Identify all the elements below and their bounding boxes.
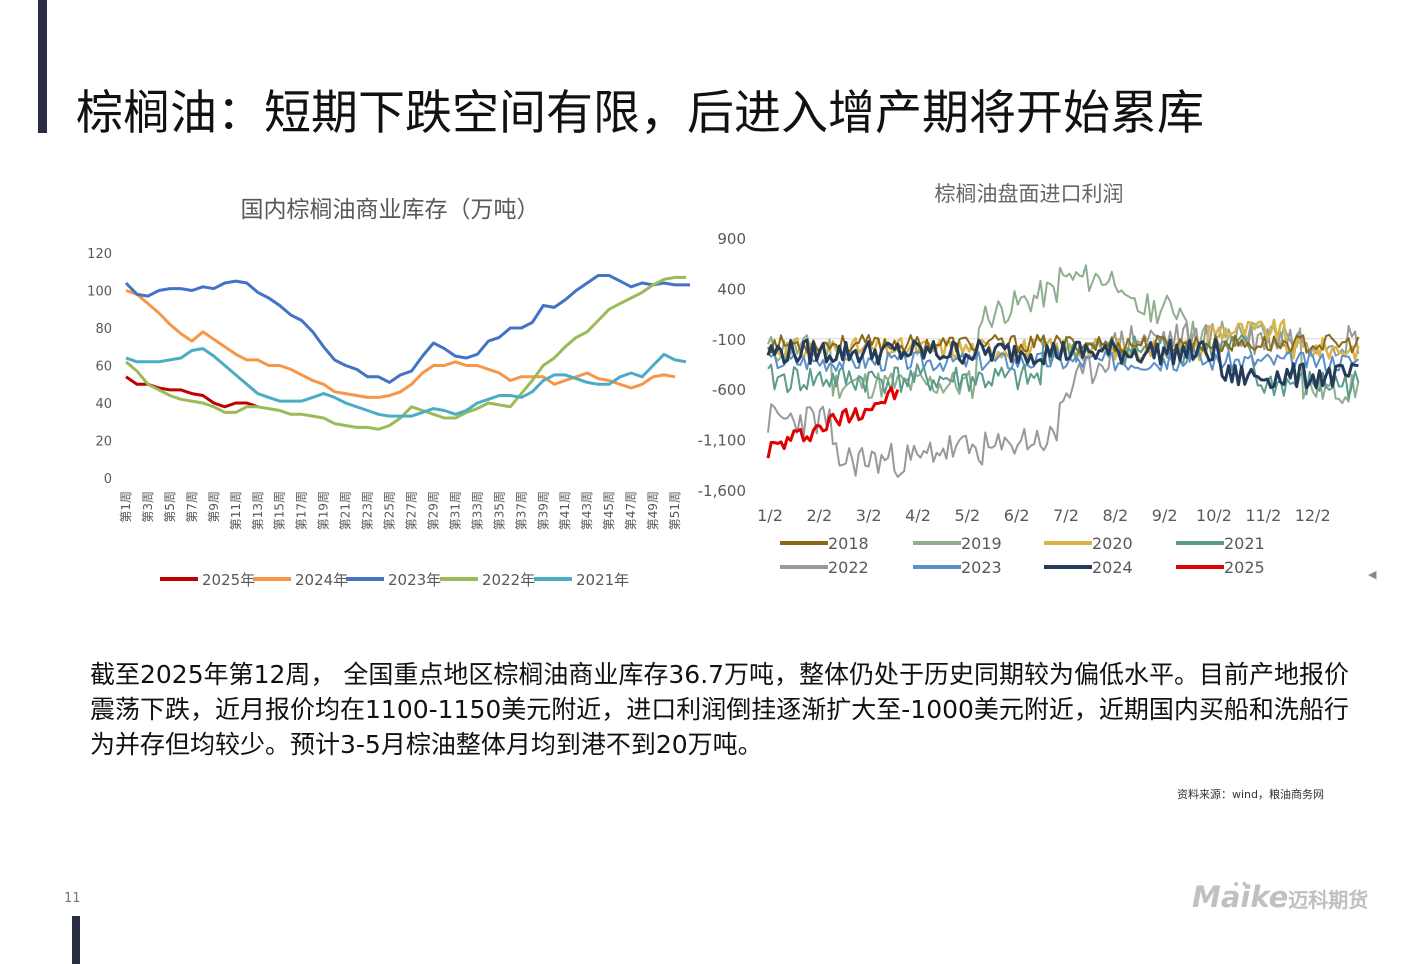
chart1-xtick-label: 第5周 <box>163 491 177 523</box>
footer-accent-bar <box>72 916 80 964</box>
chart1-xtick-label: 第19周 <box>317 491 331 530</box>
chart1-xtick-label: 第11周 <box>229 491 243 530</box>
chart1-xtick-label: 第21周 <box>339 491 353 530</box>
chart1-xtick-label: 第33周 <box>470 491 484 530</box>
chart1-ytick-label: 40 <box>95 397 112 412</box>
chart1-xtick-label: 第7周 <box>185 491 199 523</box>
chart1-ytick-label: 120 <box>87 247 112 262</box>
chart2-xtick-label: 8/2 <box>1102 506 1128 525</box>
chart1-legend-label: 2025年 <box>202 571 255 589</box>
chart1-series-line-2021年 <box>125 347 687 418</box>
chart1-ytick-label: 80 <box>95 322 112 337</box>
chart2-xtick-label: 12/2 <box>1295 506 1331 525</box>
chart2-legend-label: 2020 <box>1092 534 1133 553</box>
chart1-ytick-label: 0 <box>104 472 112 487</box>
chart2-xtick-label: 4/2 <box>905 506 931 525</box>
chart1-legend-label: 2021年 <box>576 571 629 589</box>
chart1-xtick-label: 第43周 <box>580 491 594 530</box>
chart2-ytick-label: 900 <box>717 230 746 248</box>
chart1-title: 国内棕榈油商业库存（万吨） <box>241 197 540 223</box>
chart2-xtick-label: 2/2 <box>806 506 832 525</box>
chart1-xtick-label: 第39周 <box>536 491 550 530</box>
chart1-legend-label: 2024年 <box>295 571 348 589</box>
chart2-xtick-label: 3/2 <box>856 506 882 525</box>
chart2-xtick-label: 7/2 <box>1053 506 1079 525</box>
chart2-ytick-label: -100 <box>712 331 746 349</box>
chart1-xtick-label: 第13周 <box>251 491 265 530</box>
chart1-xtick-label: 第45周 <box>602 491 616 530</box>
chart1-ytick-label: 100 <box>87 285 112 300</box>
chart2-legend-label: 2023 <box>961 558 1002 577</box>
chart1-ytick-label: 60 <box>95 360 112 375</box>
chart2-legend-label: 2025 <box>1224 558 1265 577</box>
chart2-series-line-2025 <box>766 386 900 459</box>
chart2-ytick-label: 400 <box>717 280 746 298</box>
chart1-series-line-2023年 <box>124 274 690 384</box>
chart2-xtick-label: 5/2 <box>954 506 980 525</box>
chart2-legend-label: 2019 <box>961 534 1002 553</box>
chart2-xtick-label: 1/2 <box>757 506 783 525</box>
chart1-legend-label: 2022年 <box>482 571 535 589</box>
chart1-xtick-label: 第17周 <box>295 491 309 530</box>
chart2-series-line-2023 <box>767 350 1360 372</box>
summary-text: 截至2025年第12周， 全国重点地区棕榈油商业库存36.7万吨，整体仍处于历史… <box>90 660 1350 759</box>
import-profit-chart: 棕榈油盘面进口利润 -1,600 -1,100 -600 -100 400 900 1/2 2/… <box>698 182 1360 577</box>
chart2-ytick-label: -1,100 <box>698 432 746 450</box>
chart1-xtick-label: 第41周 <box>558 491 572 530</box>
chart2-legend-label: 2022 <box>828 558 869 577</box>
chart1-series-line-2022年 <box>125 275 686 431</box>
chart1-xtick-label: 第27周 <box>404 491 418 530</box>
chart1-xtick-label: 第37周 <box>514 491 528 530</box>
chart1-series-line-2024年 <box>125 289 676 399</box>
title-accent-bar <box>38 0 47 133</box>
chart2-title: 棕榈油盘面进口利润 <box>935 182 1124 206</box>
slide-title: 棕榈油：短期下跌空间有限，后进入增产期将开始累库 <box>76 86 1204 141</box>
chart1-xtick-label: 第35周 <box>492 491 506 530</box>
chart2-xtick-label: 11/2 <box>1245 506 1281 525</box>
chart2-xtick-label: 6/2 <box>1004 506 1030 525</box>
source-note: 资料来源：wind，粮油商务网 <box>1177 788 1325 801</box>
chart2-legend-label: 2018 <box>828 534 869 553</box>
chart1-xtick-label: 第23周 <box>361 491 375 530</box>
chart1-xtick-label: 第9周 <box>207 491 221 523</box>
chart1-ytick-label: 20 <box>95 435 112 450</box>
chart1-xtick-label: 第29周 <box>426 491 440 530</box>
logo-mark-icon: •• <box>1232 877 1249 893</box>
chart2-legend-label: 2024 <box>1092 558 1133 577</box>
chart2-series-line-2022 <box>767 322 1360 478</box>
chart1-xtick-label: 第49周 <box>646 491 660 530</box>
chart2-xtick-label: 10/2 <box>1196 506 1232 525</box>
chart2-xtick-label: 9/2 <box>1152 506 1178 525</box>
chart2-legend-label: 2021 <box>1224 534 1265 553</box>
chart1-xtick-label: 第51周 <box>668 491 682 530</box>
chart1-xtick-label: 第15周 <box>273 491 287 530</box>
page-number: 11 <box>64 891 81 906</box>
chart2-ytick-label: -1,600 <box>698 482 746 500</box>
chart2-series-line-2024 <box>766 338 1359 390</box>
chart1-xtick-label: 第47周 <box>624 491 638 530</box>
chart1-xtick-label: 第25周 <box>383 491 397 530</box>
company-logo: Maike迈科期货 <box>1192 880 1369 914</box>
chart1-xtick-label: 第3周 <box>141 491 155 523</box>
inventory-chart: 国内棕榈油商业库存（万吨） 0 20 40 60 80 100 120 第1周 第3周 第5周 第7周… <box>87 197 690 589</box>
chart1-xtick-label: 第31周 <box>448 491 462 530</box>
chart1-legend-label: 2023年 <box>388 571 441 589</box>
chart1-xtick-label: 第1周 <box>119 491 133 523</box>
chart2-ytick-label: -600 <box>712 381 746 399</box>
nav-prev-arrow-icon[interactable]: ◀ <box>1368 568 1377 581</box>
